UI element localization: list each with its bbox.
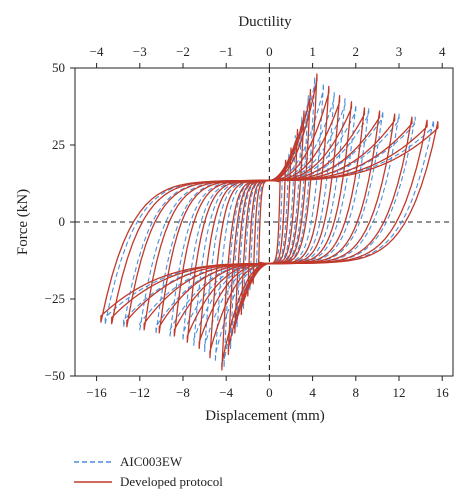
hysteresis-loop — [100, 121, 439, 323]
y-axis-title: Force (kN) — [15, 189, 31, 255]
series-developed-protocol — [100, 73, 439, 371]
tick-marks — [70, 63, 443, 381]
ductility-tick-labels: −4 −3 −2 −1 0 1 2 3 4 — [90, 44, 446, 59]
ductility-tick-label: −3 — [133, 44, 147, 59]
hysteresis-loop — [193, 98, 346, 346]
x-tick-label: 8 — [353, 385, 360, 400]
x-tick-label: −4 — [219, 385, 233, 400]
y-tick-label: 0 — [59, 214, 66, 229]
series-layer — [100, 73, 439, 371]
ductility-tick-label: −1 — [219, 44, 233, 59]
y-tick-label: −25 — [45, 291, 65, 306]
hysteresis-loop — [249, 153, 290, 291]
x-tick-label: 4 — [309, 385, 316, 400]
x-tick-label: −12 — [130, 385, 150, 400]
x-tick-labels: −16 −12 −8 −4 0 4 8 12 16 — [86, 385, 449, 400]
y-tick-label: −50 — [45, 368, 65, 383]
x-axis-title: Displacement (mm) — [205, 408, 325, 424]
ductility-tick-label: 0 — [266, 44, 273, 59]
y-tick-label: 50 — [52, 60, 65, 75]
ductility-tick-label: 3 — [396, 44, 403, 59]
x-tick-label: 0 — [266, 385, 273, 400]
zero-lines — [75, 68, 453, 376]
ductility-tick-label: −4 — [90, 44, 104, 59]
x-tick-label: −16 — [86, 385, 107, 400]
y-tick-labels: −50 −25 0 25 50 — [45, 60, 65, 383]
legend-label-aic003ew: AIC003EW — [120, 454, 183, 469]
legend: AIC003EW Developed protocol — [74, 454, 223, 489]
x-tick-label: −8 — [176, 385, 190, 400]
top-axis-title: Ductility — [238, 14, 292, 30]
ductility-tick-label: 2 — [353, 44, 360, 59]
ductility-tick-label: −2 — [176, 44, 190, 59]
x-tick-label: 12 — [393, 385, 406, 400]
ductility-tick-label: 4 — [439, 44, 446, 59]
ductility-tick-label: 1 — [309, 44, 316, 59]
legend-label-developed-protocol: Developed protocol — [120, 474, 223, 489]
hysteresis-loop — [214, 82, 324, 362]
x-tick-label: 16 — [436, 385, 450, 400]
y-tick-label: 25 — [52, 137, 65, 152]
